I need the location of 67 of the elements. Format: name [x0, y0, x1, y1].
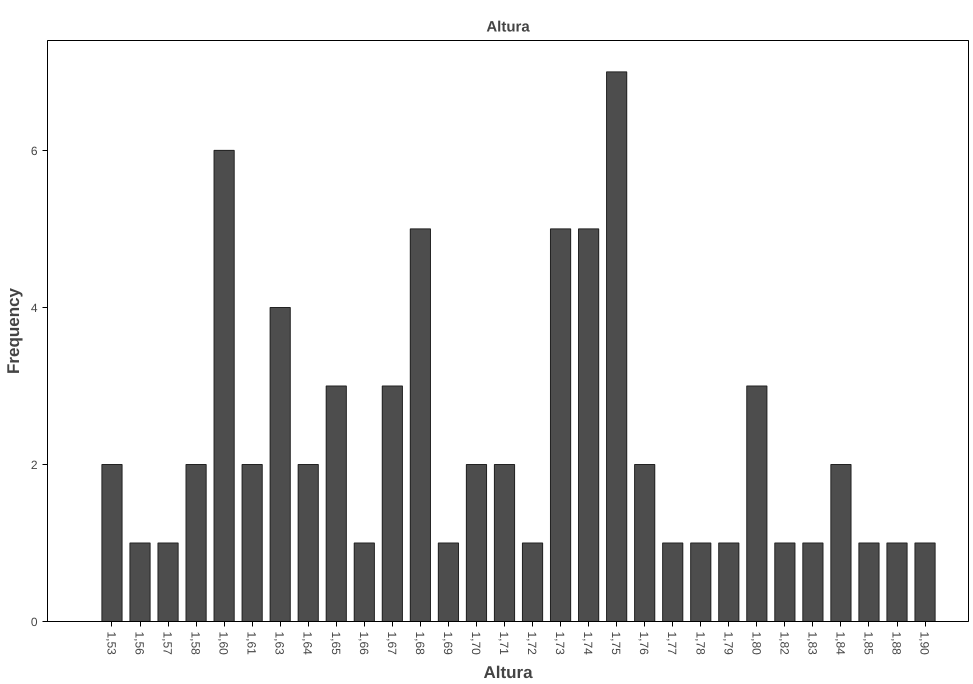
bar — [830, 464, 852, 622]
bar — [270, 306, 291, 622]
x-tick-label: 1,64 — [300, 632, 315, 656]
bar — [662, 542, 684, 622]
x-tick-label: 1,68 — [412, 632, 427, 656]
bar — [186, 464, 207, 622]
bar — [410, 228, 431, 622]
bar — [382, 385, 403, 622]
y-tick-label: 2 — [30, 458, 38, 472]
x-tick-label: 1,53 — [104, 632, 118, 656]
x-tick-label: 1,66 — [356, 632, 371, 656]
bar — [634, 464, 656, 622]
x-tick-label: 1,69 — [440, 632, 455, 656]
x-tick-label: 1,76 — [637, 632, 652, 656]
x-tick-label: 1,78 — [693, 632, 708, 656]
x-tick-label: 1,58 — [188, 632, 203, 656]
bar — [690, 542, 712, 622]
x-tick-label: 1,83 — [805, 632, 820, 656]
bar — [774, 542, 796, 622]
bar — [298, 464, 319, 622]
x-tick-label: 1,74 — [581, 632, 596, 656]
x-tick-label: 1,75 — [609, 632, 624, 656]
bar — [214, 150, 235, 622]
x-tick-label: 1,82 — [777, 632, 792, 656]
x-tick-label: 1,73 — [553, 632, 568, 656]
x-axis-title: Altura — [483, 662, 534, 682]
bar — [466, 464, 488, 622]
bar — [129, 542, 151, 622]
bar — [326, 385, 347, 622]
x-tick-label: 1,88 — [890, 632, 904, 656]
x-tick-label: 1,70 — [468, 632, 483, 656]
x-tick-label: 1,71 — [496, 632, 511, 656]
bar — [550, 228, 572, 622]
bar — [494, 464, 516, 622]
bar — [101, 464, 123, 622]
x-tick-label: 1,85 — [861, 632, 876, 656]
y-axis-title: Frequency — [4, 287, 23, 374]
bar — [914, 542, 936, 622]
x-tick-label: 1,65 — [328, 632, 343, 656]
bar — [858, 542, 880, 622]
bar — [438, 542, 460, 622]
bar — [242, 464, 263, 622]
bar — [522, 542, 544, 622]
x-tick-label: 1,90 — [918, 632, 932, 656]
bar — [157, 542, 179, 622]
y-tick-label: 6 — [30, 144, 38, 158]
x-tick-label: 1,79 — [721, 632, 736, 656]
x-tick-label: 1,77 — [665, 632, 680, 656]
x-tick-label: 1,84 — [833, 632, 848, 656]
bar — [802, 542, 824, 622]
bar — [606, 71, 628, 622]
x-tick-label: 1,80 — [749, 632, 764, 656]
x-tick-label: 1,63 — [272, 632, 287, 656]
x-tick-label: 1,57 — [160, 632, 175, 656]
bar — [578, 228, 600, 622]
x-tick-label: 1,72 — [525, 632, 540, 656]
x-tick-label: 1,56 — [132, 632, 147, 656]
bar — [746, 385, 768, 622]
bar — [354, 542, 375, 622]
bar — [886, 542, 908, 622]
chart-title: Altura — [486, 18, 530, 36]
y-tick-label: 0 — [30, 615, 38, 629]
x-tick-label: 1,61 — [244, 632, 259, 656]
y-tick-label: 4 — [30, 300, 38, 315]
x-tick-label: 1,60 — [216, 632, 231, 656]
bar — [718, 542, 740, 622]
x-tick-label: 1,67 — [384, 632, 399, 656]
